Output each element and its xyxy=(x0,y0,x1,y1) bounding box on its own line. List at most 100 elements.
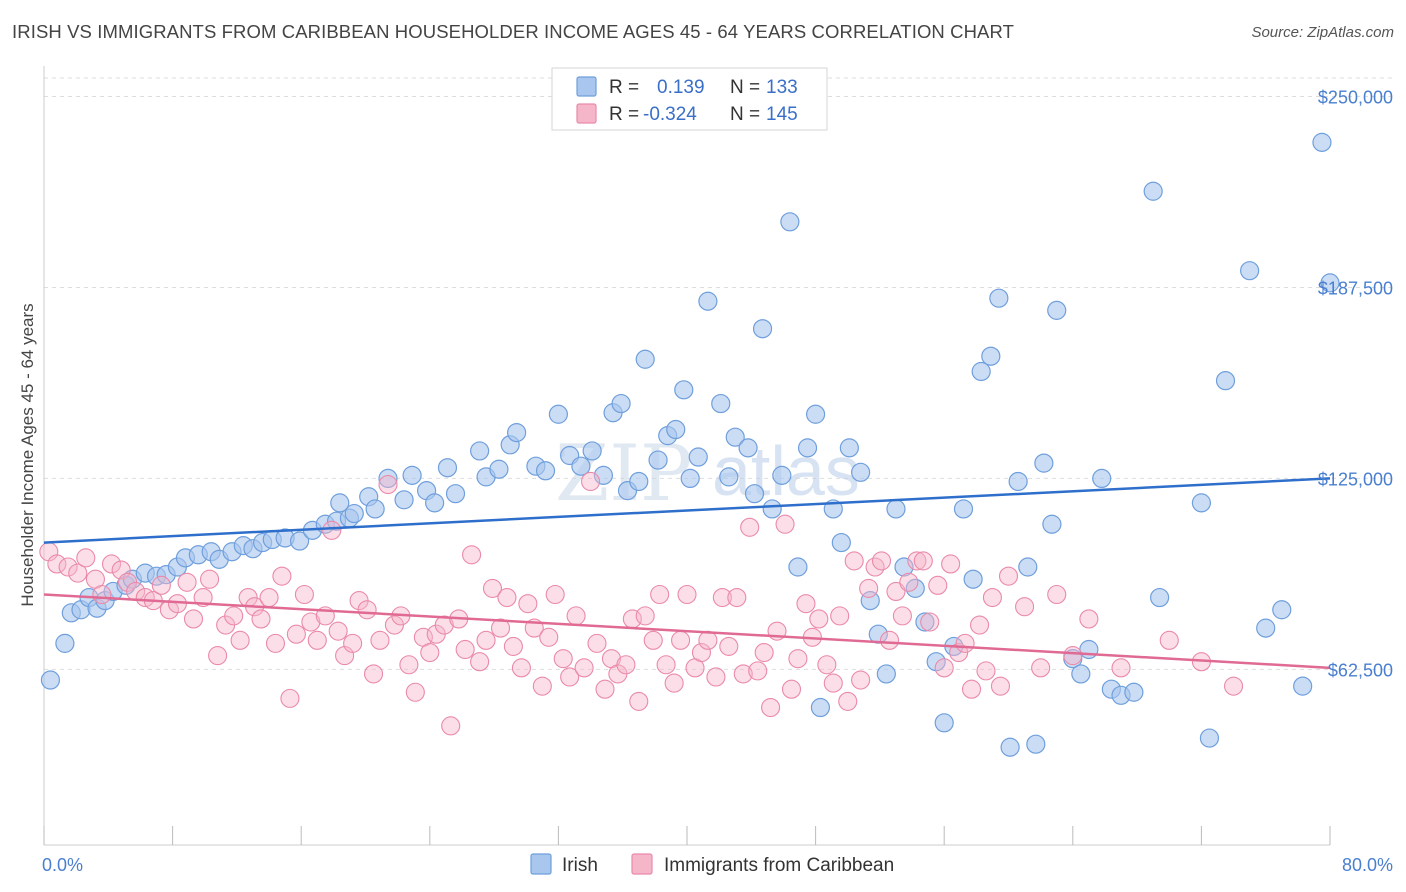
caribbean-point xyxy=(892,606,912,626)
caribbean-point xyxy=(671,630,691,650)
bottom-legend-swatch-caribbean xyxy=(631,853,653,875)
caribbean-point xyxy=(719,636,739,656)
caribbean-point xyxy=(740,517,760,537)
caribbean-point xyxy=(934,658,954,678)
caribbean-point xyxy=(553,649,573,669)
caribbean-point xyxy=(677,584,697,605)
caribbean-point xyxy=(1015,597,1035,617)
caribbean-point xyxy=(272,566,292,586)
caribbean-point xyxy=(1079,609,1099,629)
irish-point xyxy=(886,499,906,519)
caribbean-point xyxy=(733,664,753,684)
irish-point xyxy=(1240,261,1260,281)
caribbean-point xyxy=(998,566,1019,586)
caribbean-point xyxy=(1159,630,1179,650)
caribbean-point xyxy=(871,551,892,571)
legend-n-value-caribbean: 145 xyxy=(766,104,798,125)
caribbean-point xyxy=(518,594,538,614)
caribbean-point xyxy=(101,554,122,574)
caribbean-point xyxy=(1224,676,1244,696)
irish-point xyxy=(648,450,668,470)
source-credit: Source: ZipAtlas.com xyxy=(1251,24,1394,41)
irish-point xyxy=(1191,493,1212,513)
irish-point xyxy=(330,493,350,513)
caribbean-point xyxy=(92,584,112,605)
legend-r-value-irish: 0.139 xyxy=(657,77,705,98)
irish-point xyxy=(1008,471,1028,492)
irish-point xyxy=(1320,273,1340,293)
irish-point xyxy=(1150,587,1170,608)
irish-point xyxy=(394,490,414,510)
irish-point xyxy=(1079,639,1099,660)
caribbean-point xyxy=(455,639,475,660)
irish-point xyxy=(810,697,831,718)
irish-point xyxy=(738,438,758,458)
caribbean-point xyxy=(503,636,523,656)
irish-point xyxy=(1000,737,1020,757)
caribbean-point xyxy=(76,548,96,568)
caribbean-point xyxy=(357,600,377,620)
x-tick-label: 0.0% xyxy=(42,855,83,875)
y-axis-label: Householder Income Ages 45 - 64 years xyxy=(18,303,37,606)
legend-n-label-caribbean: N = xyxy=(730,104,760,125)
irish-point xyxy=(507,422,527,443)
caribbean-point xyxy=(1031,658,1051,678)
caribbean-point xyxy=(817,655,837,675)
caribbean-point xyxy=(941,554,961,574)
legend-box: R = 0.139 N = 133 R = -0.324 N = 145 xyxy=(551,67,828,131)
irish-point xyxy=(425,493,445,513)
caribbean-point xyxy=(830,606,850,626)
irish-point xyxy=(934,713,954,733)
series-irish-points xyxy=(40,132,1340,757)
caribbean-point xyxy=(566,606,586,626)
irish-point xyxy=(1047,300,1067,320)
irish-point xyxy=(571,456,591,476)
caribbean-point xyxy=(151,575,171,595)
irish-point xyxy=(1312,132,1332,152)
caribbean-point xyxy=(224,606,244,626)
irish-point xyxy=(611,393,631,414)
caribbean-point xyxy=(788,649,808,669)
caribbean-point xyxy=(301,612,321,632)
caribbean-point xyxy=(470,652,490,672)
irish-point xyxy=(378,468,398,489)
x-tick-label: 80.0% xyxy=(1342,855,1393,875)
irish-point xyxy=(1042,514,1062,534)
bottom-legend-swatch-irish xyxy=(530,853,552,875)
irish-point xyxy=(725,427,745,447)
caribbean-point xyxy=(595,679,615,699)
irish-point xyxy=(55,633,75,653)
caribbean-point xyxy=(920,612,940,632)
irish-point xyxy=(1143,181,1163,201)
irish-point xyxy=(971,361,991,382)
caribbean-point xyxy=(208,646,228,666)
irish-point xyxy=(489,459,509,479)
caribbean-point xyxy=(294,584,314,605)
irish-point xyxy=(1092,468,1112,489)
irish-point xyxy=(688,447,708,467)
caribbean-point xyxy=(490,618,511,638)
legend-frame xyxy=(551,67,828,131)
irish-point xyxy=(445,484,466,504)
irish-point xyxy=(780,212,800,232)
irish-point xyxy=(666,419,686,440)
caribbean-point xyxy=(434,615,454,635)
caribbean-point xyxy=(420,642,440,663)
legend-r-label-irish: R = xyxy=(609,77,639,98)
irish-point xyxy=(680,468,700,489)
irish-point xyxy=(1018,557,1038,577)
caribbean-point xyxy=(47,554,67,574)
caribbean-point xyxy=(781,679,802,699)
caribbean-point xyxy=(990,676,1011,696)
bottom-legend-label-irish: Irish xyxy=(562,855,598,876)
series-caribbean-points xyxy=(39,471,1244,736)
irish-point xyxy=(629,471,649,492)
irish-point xyxy=(1199,728,1220,748)
irish-point xyxy=(989,288,1009,308)
caribbean-point xyxy=(712,588,732,608)
caribbean-point xyxy=(405,682,425,702)
irish-point xyxy=(1293,676,1313,696)
caribbean-point xyxy=(539,627,559,647)
irish-point xyxy=(40,670,61,690)
caribbean-point xyxy=(322,520,342,540)
